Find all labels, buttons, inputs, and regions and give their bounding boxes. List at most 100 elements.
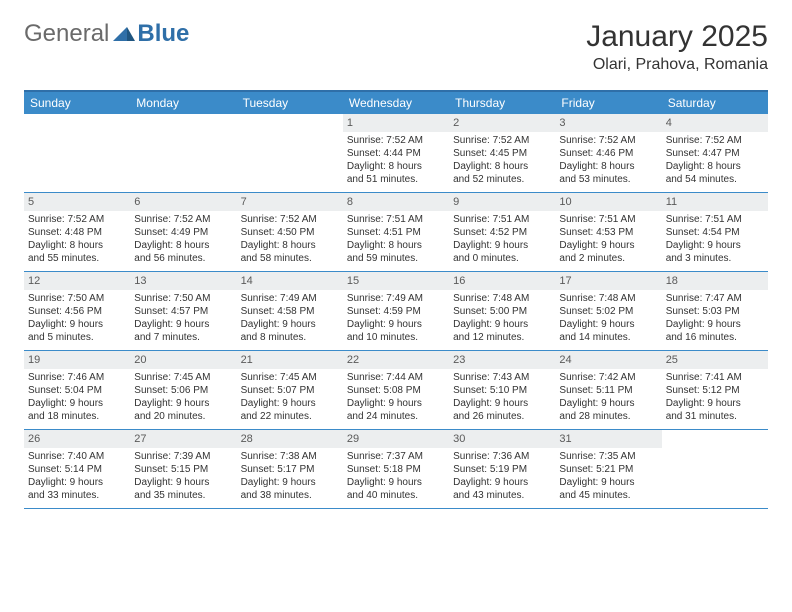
day-cell: 21Sunrise: 7:45 AMSunset: 5:07 PMDayligh… [237, 351, 343, 429]
sunset-line: Sunset: 4:44 PM [347, 147, 445, 160]
sunset-line: Sunset: 5:03 PM [666, 305, 764, 318]
day-body: Sunrise: 7:37 AMSunset: 5:18 PMDaylight:… [343, 448, 449, 506]
day-number: 15 [343, 272, 449, 290]
daylight-line-2: and 12 minutes. [453, 331, 551, 344]
logo: General Blue [24, 20, 189, 48]
day-number: 7 [237, 193, 343, 211]
sunset-line: Sunset: 5:07 PM [241, 384, 339, 397]
sunset-line: Sunset: 4:49 PM [134, 226, 232, 239]
day-number: 18 [662, 272, 768, 290]
day-number: 6 [130, 193, 236, 211]
sunrise-line: Sunrise: 7:50 AM [134, 292, 232, 305]
daylight-line-2: and 58 minutes. [241, 252, 339, 265]
day-number: 1 [343, 114, 449, 132]
day-body: Sunrise: 7:42 AMSunset: 5:11 PMDaylight:… [555, 369, 661, 427]
daylight-line-2: and 31 minutes. [666, 410, 764, 423]
location-label: Olari, Prahova, Romania [586, 56, 768, 74]
day-body: Sunrise: 7:48 AMSunset: 5:02 PMDaylight:… [555, 290, 661, 348]
daylight-line-1: Daylight: 9 hours [453, 318, 551, 331]
sunset-line: Sunset: 5:18 PM [347, 463, 445, 476]
day-number: 26 [24, 430, 130, 448]
day-cell: 19Sunrise: 7:46 AMSunset: 5:04 PMDayligh… [24, 351, 130, 429]
day-number: 8 [343, 193, 449, 211]
logo-triangle-icon [113, 23, 135, 46]
page-title: January 2025 [586, 20, 768, 54]
daylight-line-1: Daylight: 8 hours [347, 160, 445, 173]
sunset-line: Sunset: 4:57 PM [134, 305, 232, 318]
sunset-line: Sunset: 5:08 PM [347, 384, 445, 397]
day-cell: 31Sunrise: 7:35 AMSunset: 5:21 PMDayligh… [555, 430, 661, 508]
sunrise-line: Sunrise: 7:52 AM [241, 213, 339, 226]
day-body: Sunrise: 7:52 AMSunset: 4:49 PMDaylight:… [130, 211, 236, 269]
daylight-line-2: and 26 minutes. [453, 410, 551, 423]
daylight-line-1: Daylight: 8 hours [559, 160, 657, 173]
day-body: Sunrise: 7:43 AMSunset: 5:10 PMDaylight:… [449, 369, 555, 427]
day-cell: 23Sunrise: 7:43 AMSunset: 5:10 PMDayligh… [449, 351, 555, 429]
weekday-header: Wednesday [343, 92, 449, 114]
day-cell: 9Sunrise: 7:51 AMSunset: 4:52 PMDaylight… [449, 193, 555, 271]
day-body: Sunrise: 7:44 AMSunset: 5:08 PMDaylight:… [343, 369, 449, 427]
week-row: 26Sunrise: 7:40 AMSunset: 5:14 PMDayligh… [24, 430, 768, 509]
day-cell: 29Sunrise: 7:37 AMSunset: 5:18 PMDayligh… [343, 430, 449, 508]
sunrise-line: Sunrise: 7:45 AM [241, 371, 339, 384]
daylight-line-1: Daylight: 9 hours [28, 318, 126, 331]
weekday-header: Friday [555, 92, 661, 114]
weekday-header-row: SundayMondayTuesdayWednesdayThursdayFrid… [24, 92, 768, 114]
day-number: 9 [449, 193, 555, 211]
sunrise-line: Sunrise: 7:35 AM [559, 450, 657, 463]
sunrise-line: Sunrise: 7:51 AM [453, 213, 551, 226]
day-cell: 4Sunrise: 7:52 AMSunset: 4:47 PMDaylight… [662, 114, 768, 192]
sunset-line: Sunset: 4:59 PM [347, 305, 445, 318]
sunrise-line: Sunrise: 7:52 AM [559, 134, 657, 147]
day-number: 4 [662, 114, 768, 132]
sunrise-line: Sunrise: 7:38 AM [241, 450, 339, 463]
sunrise-line: Sunrise: 7:40 AM [28, 450, 126, 463]
sunrise-line: Sunrise: 7:44 AM [347, 371, 445, 384]
daylight-line-1: Daylight: 9 hours [28, 476, 126, 489]
sunrise-line: Sunrise: 7:52 AM [28, 213, 126, 226]
day-body: Sunrise: 7:48 AMSunset: 5:00 PMDaylight:… [449, 290, 555, 348]
daylight-line-1: Daylight: 8 hours [666, 160, 764, 173]
weekday-header: Sunday [24, 92, 130, 114]
sunrise-line: Sunrise: 7:36 AM [453, 450, 551, 463]
day-body: Sunrise: 7:39 AMSunset: 5:15 PMDaylight:… [130, 448, 236, 506]
day-body: Sunrise: 7:51 AMSunset: 4:54 PMDaylight:… [662, 211, 768, 269]
daylight-line-1: Daylight: 8 hours [28, 239, 126, 252]
daylight-line-2: and 38 minutes. [241, 489, 339, 502]
daylight-line-1: Daylight: 8 hours [347, 239, 445, 252]
logo-text-general: General [24, 20, 109, 48]
sunset-line: Sunset: 5:15 PM [134, 463, 232, 476]
daylight-line-1: Daylight: 8 hours [241, 239, 339, 252]
daylight-line-1: Daylight: 9 hours [134, 397, 232, 410]
sunrise-line: Sunrise: 7:52 AM [347, 134, 445, 147]
day-body: Sunrise: 7:52 AMSunset: 4:44 PMDaylight:… [343, 132, 449, 190]
daylight-line-1: Daylight: 9 hours [453, 476, 551, 489]
day-number: 28 [237, 430, 343, 448]
sunset-line: Sunset: 5:14 PM [28, 463, 126, 476]
daylight-line-1: Daylight: 9 hours [559, 476, 657, 489]
day-body: Sunrise: 7:49 AMSunset: 4:58 PMDaylight:… [237, 290, 343, 348]
day-body: Sunrise: 7:35 AMSunset: 5:21 PMDaylight:… [555, 448, 661, 506]
day-number: 22 [343, 351, 449, 369]
sunset-line: Sunset: 5:17 PM [241, 463, 339, 476]
day-cell [237, 114, 343, 192]
day-number: 3 [555, 114, 661, 132]
sunrise-line: Sunrise: 7:49 AM [241, 292, 339, 305]
day-cell: 28Sunrise: 7:38 AMSunset: 5:17 PMDayligh… [237, 430, 343, 508]
daylight-line-1: Daylight: 9 hours [559, 239, 657, 252]
sunset-line: Sunset: 5:11 PM [559, 384, 657, 397]
week-row: 5Sunrise: 7:52 AMSunset: 4:48 PMDaylight… [24, 193, 768, 272]
weeks-container: 1Sunrise: 7:52 AMSunset: 4:44 PMDaylight… [24, 114, 768, 509]
day-cell: 12Sunrise: 7:50 AMSunset: 4:56 PMDayligh… [24, 272, 130, 350]
day-cell: 1Sunrise: 7:52 AMSunset: 4:44 PMDaylight… [343, 114, 449, 192]
sunset-line: Sunset: 4:53 PM [559, 226, 657, 239]
daylight-line-1: Daylight: 9 hours [347, 318, 445, 331]
sunrise-line: Sunrise: 7:41 AM [666, 371, 764, 384]
daylight-line-2: and 7 minutes. [134, 331, 232, 344]
day-cell: 15Sunrise: 7:49 AMSunset: 4:59 PMDayligh… [343, 272, 449, 350]
daylight-line-2: and 8 minutes. [241, 331, 339, 344]
day-body: Sunrise: 7:49 AMSunset: 4:59 PMDaylight:… [343, 290, 449, 348]
day-cell [662, 430, 768, 508]
day-number: 29 [343, 430, 449, 448]
sunset-line: Sunset: 5:10 PM [453, 384, 551, 397]
